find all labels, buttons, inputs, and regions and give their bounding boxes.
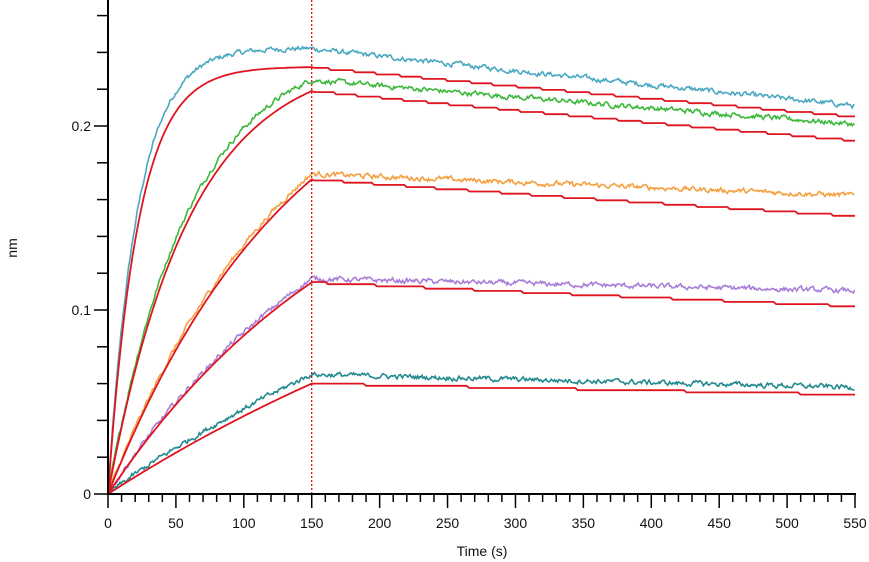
data-trace-2 [107, 77, 855, 495]
data-trace-3 [107, 170, 855, 495]
x-tick-label: 200 [368, 515, 392, 531]
fit-curve-4 [107, 281, 855, 495]
fit-curve-1 [107, 66, 855, 495]
fit-curve-3 [107, 178, 855, 495]
data-trace-4 [107, 275, 856, 495]
x-tick-label: 500 [775, 515, 799, 531]
x-tick-label: 250 [436, 515, 460, 531]
axes: 0 50 100 150 200 250 300 350 400 450 500 550 0 0.1 0.2 [72, 0, 867, 531]
x-tick-label: 400 [640, 515, 664, 531]
x-tick-label: 150 [300, 515, 324, 531]
y-tick-label: 0.2 [72, 118, 92, 134]
fit-series [107, 66, 855, 495]
x-tick-label: 350 [572, 515, 596, 531]
y-tick-label: 0 [83, 486, 91, 502]
x-tick-label: 550 [843, 515, 867, 531]
data-trace-1 [107, 45, 855, 495]
y-tick-label: 0.1 [72, 302, 92, 318]
x-tick-label: 300 [504, 515, 528, 531]
x-tick-label: 450 [708, 515, 732, 531]
plot-series [107, 45, 856, 495]
fit-curve-5 [107, 382, 855, 495]
x-tick-label: 50 [168, 515, 184, 531]
x-axis-title: Time (s) [457, 543, 508, 559]
x-tick-label: 0 [104, 515, 112, 531]
fit-curve-2 [107, 90, 855, 495]
x-tick-label: 100 [232, 515, 256, 531]
data-trace-5 [107, 371, 855, 495]
y-axis-title: nm [4, 238, 20, 257]
